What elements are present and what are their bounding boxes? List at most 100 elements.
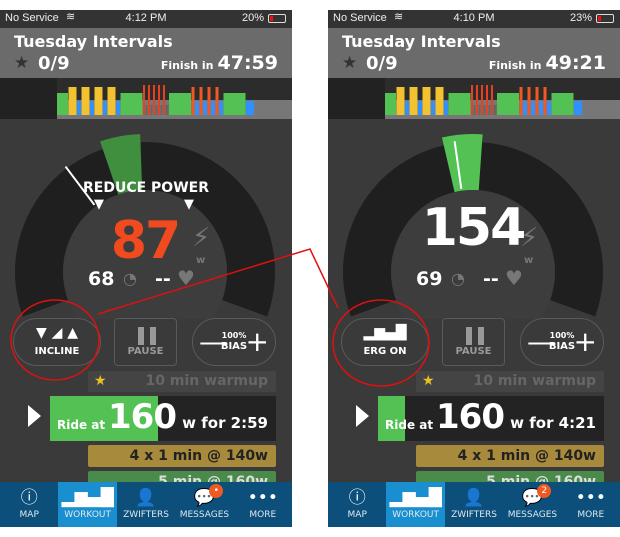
tab-messages[interactable]: 💬 MESSAGES • — [175, 482, 233, 527]
ride-at-label: Ride at — [57, 418, 106, 432]
workout-header: Tuesday Intervals ★ 0/9 Finish in 47:59 — [0, 28, 292, 78]
power-gauge — [343, 134, 603, 319]
heart-rate-value: -- — [155, 268, 171, 290]
profile-segment — [155, 105, 158, 115]
tab-label: MORE — [577, 510, 605, 520]
completed-region — [0, 78, 57, 119]
interval-remaining: w for 4:21 — [510, 414, 596, 432]
profile-segment — [246, 101, 254, 115]
phone-screen: No Service ≋ 4:10 PM 23% Tuesday Interva… — [328, 10, 620, 527]
profile-segment — [120, 93, 143, 115]
pause-button[interactable]: PAUSE — [114, 318, 177, 366]
profile-segment — [158, 85, 160, 115]
current-interval: Ride at 160 w for 2:59 — [50, 396, 276, 441]
gauge-center — [391, 190, 555, 319]
profile-segment — [191, 87, 195, 115]
power-needle — [64, 165, 96, 206]
star-icon: ★ — [342, 53, 358, 73]
interval-warmup: ★ 10 min warmup — [88, 371, 276, 392]
profile-segment — [418, 101, 422, 115]
tab-label: MESSAGES — [507, 510, 558, 520]
power-unit: w — [524, 255, 534, 266]
interval-warmup: ★ 10 min warmup — [416, 371, 604, 392]
cadence-value: 69 — [416, 268, 443, 290]
target-zone — [441, 134, 483, 193]
profile-segment — [81, 87, 90, 115]
wifi-icon: ≋ — [394, 11, 404, 23]
mode-toggle-button[interactable]: ▂▆▄█ ERG ON — [341, 318, 429, 366]
bias-decrease-button[interactable]: — — [199, 325, 227, 358]
zwifters-icon: 👤 — [135, 488, 157, 508]
tab-label: ZWIFTERS — [451, 510, 497, 520]
target-zone — [100, 134, 143, 195]
finish-time: Finish in 49:21 — [489, 52, 606, 74]
tab-zwifters[interactable]: 👤 ZWIFTERS — [445, 482, 503, 527]
profile-segment — [535, 87, 539, 115]
star-icon: ★ — [14, 53, 30, 73]
profile-segment — [94, 87, 103, 115]
profile-segment — [153, 85, 155, 115]
profile-segment — [219, 101, 223, 115]
interval-progress: 0/9 — [38, 53, 70, 74]
more-icon: ••• — [247, 488, 278, 508]
bias-decrease-button[interactable]: — — [527, 325, 555, 358]
power-needle — [453, 141, 463, 189]
tab-more[interactable]: ••• MORE — [562, 482, 620, 527]
profile-segment — [203, 101, 207, 115]
callout-circle-right — [332, 299, 430, 387]
mode-icon: ▼ ◢ ▲ — [35, 325, 79, 341]
battery-icon — [268, 14, 286, 23]
half-star-icon: ★ — [94, 373, 107, 389]
profile-segment — [68, 87, 77, 115]
current-power: 154 — [421, 198, 527, 258]
tab-zwifters[interactable]: 👤 ZWIFTERS — [117, 482, 175, 527]
workout-icon: ▂▆▄█ — [61, 488, 114, 508]
bias-increase-button[interactable]: + — [245, 325, 269, 358]
profile-segment — [519, 87, 523, 115]
bias-label: BIAS — [548, 341, 576, 352]
profile-segment — [551, 93, 574, 115]
bias-increase-button[interactable]: + — [573, 325, 597, 358]
profile-segment — [444, 101, 448, 115]
cadence-icon: ◔ — [451, 269, 465, 288]
notification-badge: • — [209, 484, 224, 498]
cadence-icon: ◔ — [123, 269, 137, 288]
pause-icon — [138, 327, 156, 345]
pause-label: PAUSE — [455, 346, 492, 357]
finish-value: 49:21 — [545, 52, 606, 74]
pause-label: PAUSE — [127, 346, 164, 357]
clock: 4:10 PM — [453, 12, 495, 24]
profile-segment — [531, 101, 535, 115]
tab-map[interactable]: ⓘ MAP — [0, 482, 58, 527]
profile-segment — [396, 87, 405, 115]
pause-button[interactable]: PAUSE — [442, 318, 505, 366]
tab-bar: ⓘ MAP ▂▆▄█ WORKOUT 👤 ZWIFTERS 💬 MESSAGES • ••• MOR… — [0, 482, 292, 527]
completed-region — [328, 78, 385, 119]
mode-toggle-button[interactable]: ▼ ◢ ▲ INCLINE — [13, 318, 101, 366]
profile-segment — [103, 101, 107, 115]
workout-profile-chart — [328, 78, 620, 119]
profile-segment — [409, 87, 418, 115]
target-watts: 160 — [108, 397, 177, 437]
tab-label: MESSAGES — [179, 510, 230, 520]
tab-map[interactable]: ⓘ MAP — [328, 482, 386, 527]
battery-percent: 23% — [569, 12, 592, 24]
current-power: 87 — [110, 211, 181, 271]
battery-icon — [596, 14, 614, 23]
tab-messages[interactable]: 💬 MESSAGES 2 — [503, 482, 561, 527]
workout-title: Tuesday Intervals — [342, 32, 501, 51]
tab-label: MAP — [19, 510, 39, 520]
interval-next: 4 x 1 min @ 140w — [88, 445, 276, 467]
profile-segment — [539, 101, 543, 115]
workout-title: Tuesday Intervals — [14, 32, 173, 51]
finish-label: Finish in — [160, 59, 214, 72]
tab-workout[interactable]: ▂▆▄█ WORKOUT — [386, 482, 445, 527]
current-interval-arrow-icon — [28, 405, 41, 427]
profile-segment — [160, 105, 163, 115]
tab-workout[interactable]: ▂▆▄█ WORKOUT — [58, 482, 117, 527]
tab-more[interactable]: ••• MORE — [234, 482, 292, 527]
status-bar: No Service ≋ 4:12 PM 20% — [0, 10, 292, 28]
workout-header: Tuesday Intervals ★ 0/9 Finish in 49:21 — [328, 28, 620, 78]
heart-icon: ♥ — [505, 266, 523, 290]
bias-control: — 100% BIAS + — [192, 318, 276, 366]
